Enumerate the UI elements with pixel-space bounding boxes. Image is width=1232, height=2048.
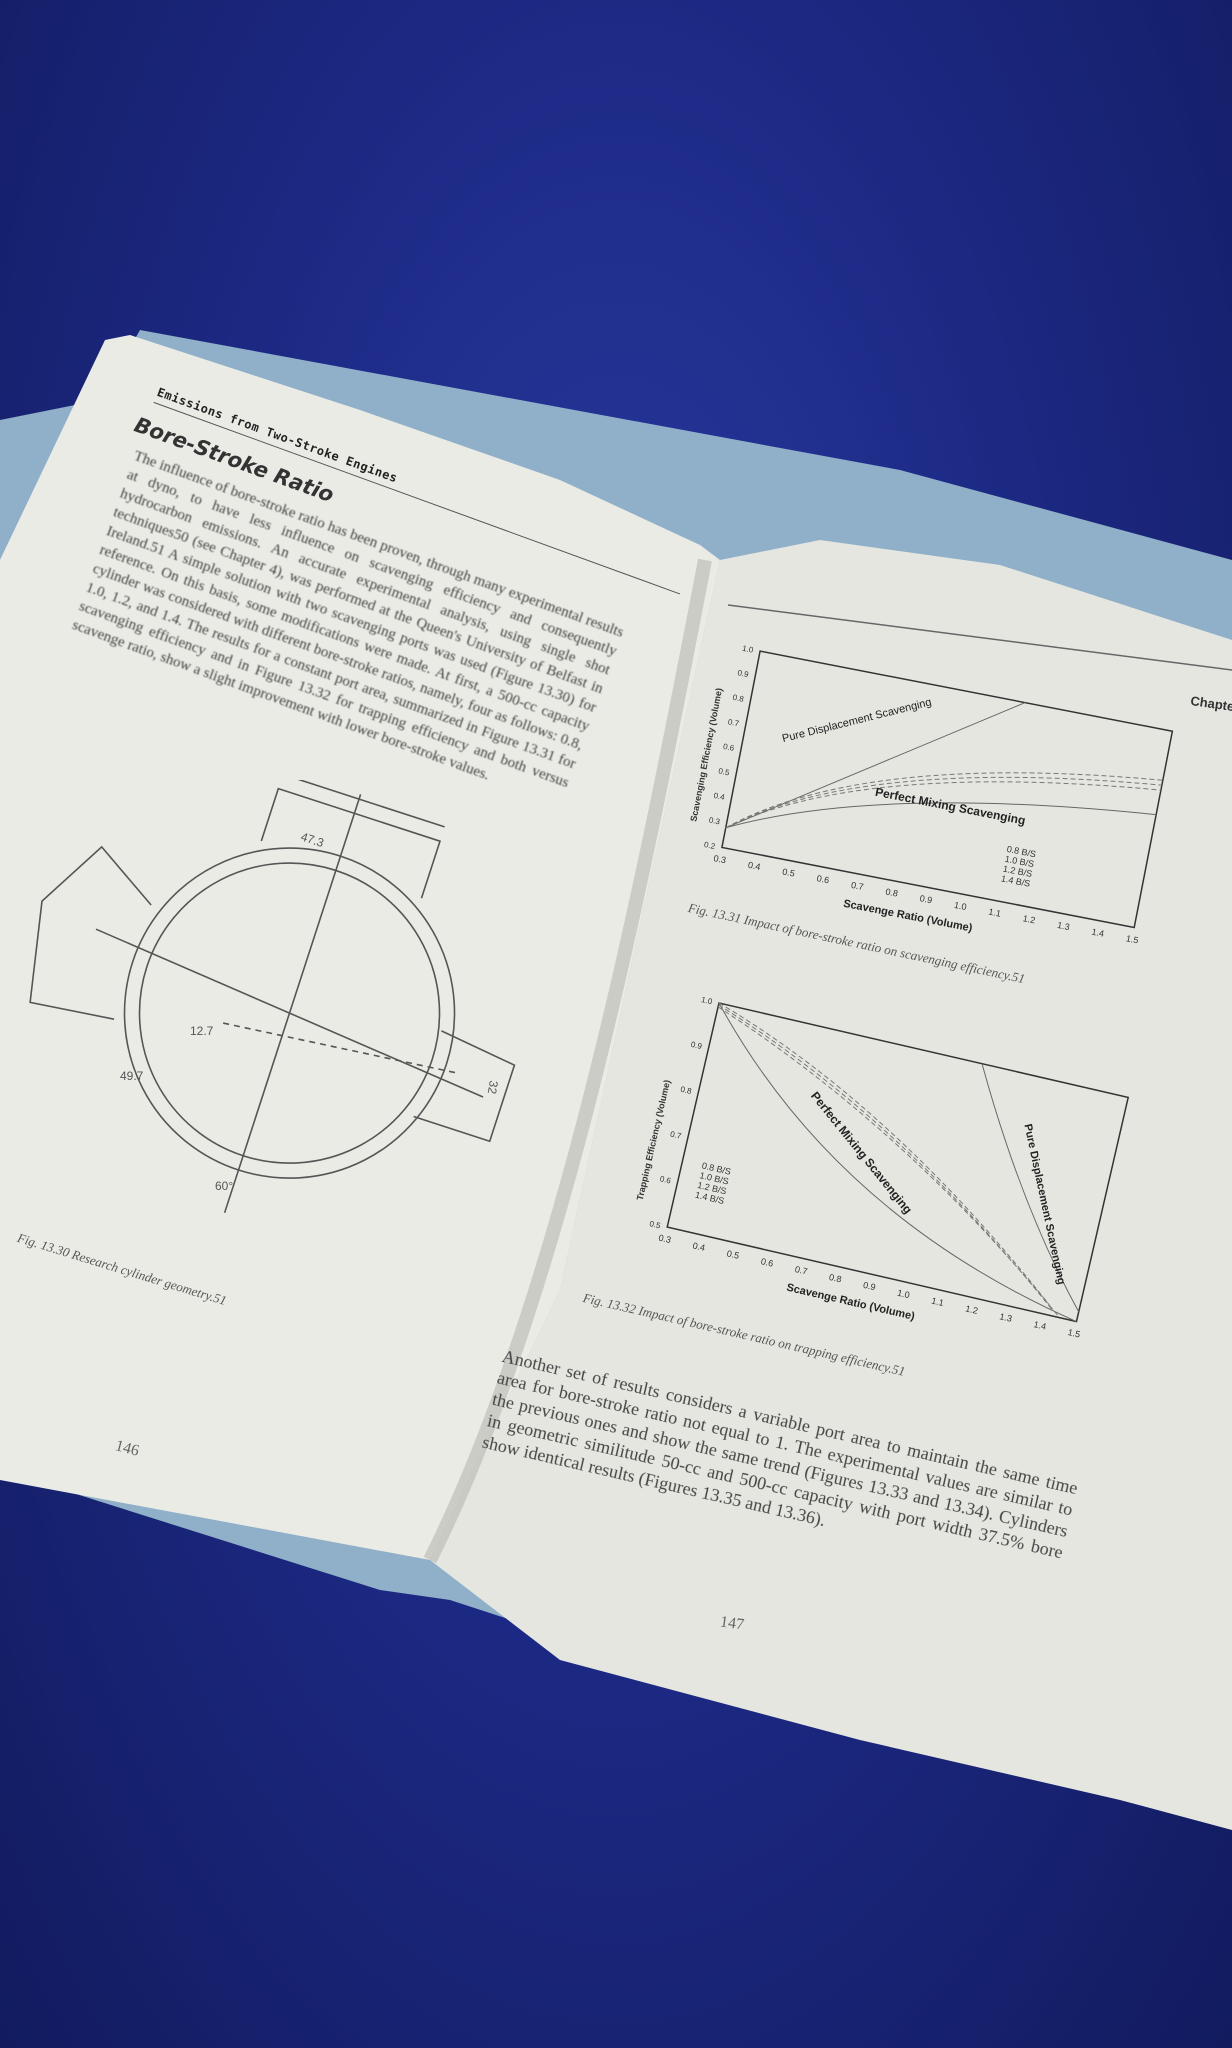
x-tick-label: 0.5 <box>726 1248 740 1261</box>
running-head-fragment: Chapte <box>1190 693 1232 714</box>
plot-frame <box>721 650 1174 929</box>
y-tick-label: 0.4 <box>713 791 726 802</box>
y-tick-label: 1.0 <box>741 644 754 655</box>
x-tick-label: 1.2 <box>1022 913 1036 925</box>
annotation-perfect-mixing: Perfect Mixing Scavenging <box>874 785 1027 828</box>
x-tick-label: 0.4 <box>747 860 761 872</box>
y-tick-label: 0.3 <box>708 816 721 827</box>
y-tick-label: 0.9 <box>737 668 750 679</box>
y-tick-label: 0.6 <box>722 742 735 753</box>
pure-displacement-line <box>725 702 1026 829</box>
page-number-147: 147 <box>719 1613 746 1634</box>
x-tick-label: 0.8 <box>828 1272 842 1285</box>
fig-13-32-chart: Perfect Mixing Scavenging Pure Displacem… <box>635 995 1130 1340</box>
dim-line-top <box>282 780 445 828</box>
perfect-mixing-curve <box>718 1002 1077 1323</box>
x-tick-label: 0.7 <box>850 880 864 892</box>
annotation-perfect-mixing: Perfect Mixing Scavenging <box>808 1089 915 1216</box>
x-tick-label: 1.2 <box>964 1303 978 1316</box>
x-tick-label: 0.3 <box>713 853 727 865</box>
y-tick-label: 1.0 <box>700 995 713 1006</box>
cylinder-geometry-figure: 47.3 12.7 49.7 32 60° <box>29 780 516 1214</box>
dim-49-7: 49.7 <box>120 1069 144 1083</box>
series-curves <box>725 772 1163 829</box>
y-tick-label: 0.6 <box>659 1174 672 1185</box>
x-tick-label: 0.6 <box>760 1256 774 1269</box>
axis-vertical <box>223 794 362 1214</box>
x-tick-label: 0.8 <box>885 887 899 899</box>
exhaust-duct-right <box>413 1030 516 1143</box>
x-tick-label: 0.3 <box>658 1233 672 1246</box>
x-tick-label: 0.9 <box>862 1280 876 1293</box>
x-tick-label: 1.1 <box>930 1296 944 1309</box>
x-tick-label: 0.5 <box>782 866 796 878</box>
perfect-mixing-curve <box>725 802 1157 829</box>
x-tick-label: 0.7 <box>794 1264 808 1277</box>
right-page-head-rule <box>727 604 1232 671</box>
series-curves <box>717 1002 1058 1316</box>
y-tick-label: 0.2 <box>703 840 716 851</box>
x-axis-label: Scavenge Ratio (Volume) <box>785 1282 916 1323</box>
transfer-port-left <box>29 845 152 1020</box>
y-tick-label: 0.8 <box>680 1085 693 1096</box>
x-tick-label: 1.5 <box>1125 933 1139 945</box>
annotation-pure-displacement: Pure Displacement Scavenging <box>781 696 933 745</box>
x-tick-label: 1.3 <box>999 1311 1013 1324</box>
y-tick-label: 0.7 <box>727 717 740 728</box>
right-page <box>430 540 1232 1830</box>
y-tick-label: 0.9 <box>690 1040 703 1051</box>
y-tick-label: 0.5 <box>718 766 731 777</box>
dim-32: 32 <box>485 1079 501 1095</box>
legend: 0.8 B/S 1.0 B/S 1.2 B/S 1.4 B/S <box>694 1160 732 1206</box>
x-tick-label: 1.4 <box>1091 927 1105 939</box>
dim-47-3: 47.3 <box>299 830 326 851</box>
fig-13-31-chart: Pure Displacement Scavenging Perfect Mix… <box>688 644 1174 945</box>
dim-60-deg: 60° <box>215 1179 233 1193</box>
x-tick-label: 0.6 <box>816 873 830 885</box>
y-tick-label: 0.7 <box>669 1130 682 1141</box>
x-tick-label: 1.3 <box>1056 920 1070 932</box>
x-tick-label: 1.4 <box>1033 1319 1047 1332</box>
y-tick-label: 0.8 <box>732 693 745 704</box>
x-tick-label: 1.0 <box>896 1288 910 1301</box>
x-tick-label: 0.9 <box>919 893 933 905</box>
x-tick-label: 1.5 <box>1067 1327 1081 1340</box>
plot-frame <box>666 1002 1130 1323</box>
y-tick-label: 0.5 <box>649 1219 662 1230</box>
page-gutter-shadow <box>423 558 712 1564</box>
legend: 0.8 B/S 1.0 B/S 1.2 B/S 1.4 B/S <box>1000 844 1037 889</box>
exhaust-port-top <box>260 787 442 899</box>
y-axis-label: Scavenging Efficiency (Volume) <box>688 687 724 822</box>
x-tick-label: 0.4 <box>692 1240 706 1253</box>
x-tick-label: 1.1 <box>988 907 1002 919</box>
dim-12-7: 12.7 <box>190 1024 214 1038</box>
dashed-ref <box>223 1022 460 1075</box>
pure-displacement-curve <box>981 1063 1080 1313</box>
x-tick-label: 1.0 <box>953 900 967 912</box>
axis-horizontal <box>95 928 484 1098</box>
